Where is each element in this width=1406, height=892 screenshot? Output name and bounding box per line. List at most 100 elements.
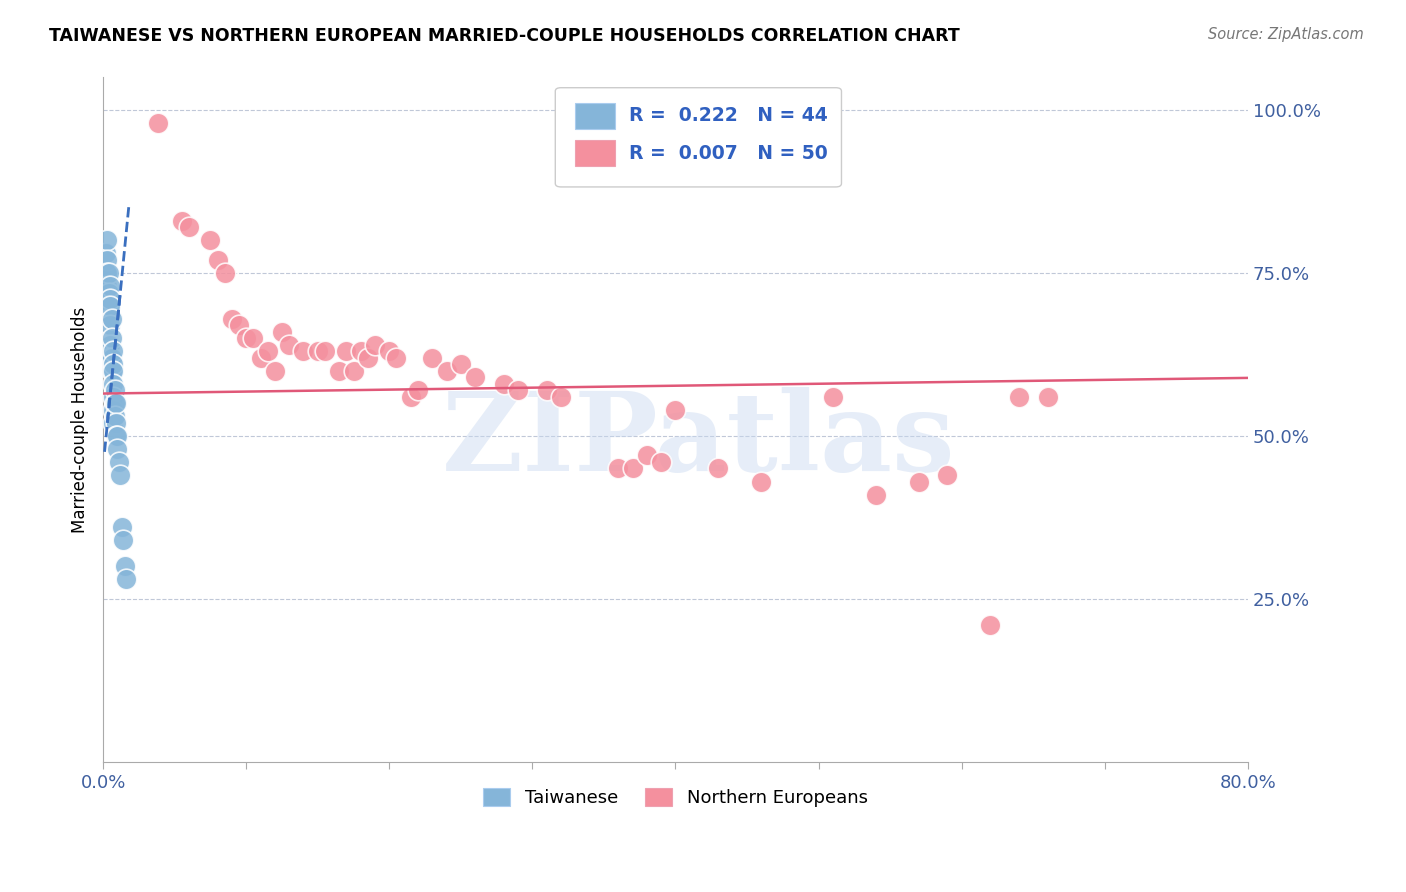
- Point: [249, 351, 271, 365]
- Point: [100, 351, 122, 365]
- Point: [664, 402, 686, 417]
- Point: [97, 285, 120, 300]
- Point: [292, 344, 315, 359]
- Point: [96, 311, 118, 326]
- Point: [101, 357, 124, 371]
- Point: [328, 364, 350, 378]
- Point: [101, 376, 124, 391]
- Point: [650, 455, 672, 469]
- Legend: Taiwanese, Northern Europeans: Taiwanese, Northern Europeans: [477, 780, 875, 814]
- Y-axis label: Married-couple Households: Married-couple Households: [72, 307, 89, 533]
- Point: [97, 266, 120, 280]
- Point: [607, 461, 630, 475]
- Point: [98, 292, 121, 306]
- Point: [96, 279, 118, 293]
- Point: [278, 337, 301, 351]
- Text: Source: ZipAtlas.com: Source: ZipAtlas.com: [1208, 27, 1364, 42]
- Point: [177, 220, 200, 235]
- Point: [98, 351, 121, 365]
- Point: [335, 344, 357, 359]
- Point: [1036, 390, 1059, 404]
- Point: [450, 357, 472, 371]
- Point: [103, 396, 125, 410]
- Point: [146, 116, 169, 130]
- Point: [271, 325, 294, 339]
- Point: [907, 475, 929, 489]
- Point: [107, 442, 129, 456]
- Point: [107, 429, 129, 443]
- Point: [200, 233, 222, 247]
- Point: [98, 318, 121, 332]
- FancyBboxPatch shape: [555, 87, 841, 187]
- Point: [101, 344, 124, 359]
- Text: TAIWANESE VS NORTHERN EUROPEAN MARRIED-COUPLE HOUSEHOLDS CORRELATION CHART: TAIWANESE VS NORTHERN EUROPEAN MARRIED-C…: [49, 27, 960, 45]
- Point: [256, 344, 278, 359]
- Point: [865, 487, 887, 501]
- Point: [242, 331, 264, 345]
- Point: [228, 318, 250, 332]
- Point: [170, 214, 193, 228]
- Point: [110, 468, 132, 483]
- Point: [105, 416, 128, 430]
- Point: [263, 364, 285, 378]
- Point: [536, 384, 558, 398]
- Point: [399, 390, 422, 404]
- Text: R =  0.222   N = 44: R = 0.222 N = 44: [628, 106, 827, 125]
- Point: [821, 390, 844, 404]
- Point: [492, 376, 515, 391]
- Text: ZIPatlas: ZIPatlas: [441, 386, 955, 493]
- Point: [96, 266, 118, 280]
- Point: [464, 370, 486, 384]
- Point: [221, 311, 243, 326]
- Point: [97, 299, 120, 313]
- Point: [342, 364, 364, 378]
- Point: [749, 475, 772, 489]
- Point: [96, 233, 118, 247]
- Point: [101, 390, 124, 404]
- Point: [378, 344, 401, 359]
- Point: [350, 344, 373, 359]
- Point: [111, 520, 134, 534]
- Point: [357, 351, 380, 365]
- Point: [636, 449, 658, 463]
- Point: [100, 311, 122, 326]
- Point: [94, 246, 117, 260]
- Point: [406, 384, 429, 398]
- Point: [94, 285, 117, 300]
- Point: [96, 299, 118, 313]
- Point: [108, 455, 131, 469]
- Text: R =  0.007   N = 50: R = 0.007 N = 50: [628, 144, 827, 163]
- Point: [112, 533, 135, 548]
- Bar: [575, 140, 614, 167]
- Point: [936, 468, 959, 483]
- Point: [98, 279, 121, 293]
- Point: [96, 252, 118, 267]
- Point: [506, 384, 529, 398]
- Point: [103, 384, 125, 398]
- Point: [1008, 390, 1031, 404]
- Point: [98, 299, 121, 313]
- Point: [98, 337, 121, 351]
- Point: [97, 311, 120, 326]
- Point: [214, 266, 236, 280]
- Point: [207, 252, 229, 267]
- Point: [621, 461, 644, 475]
- Point: [385, 351, 408, 365]
- Point: [101, 402, 124, 417]
- Point: [979, 618, 1001, 632]
- Point: [420, 351, 443, 365]
- Point: [364, 337, 387, 351]
- Point: [550, 390, 572, 404]
- Point: [105, 396, 128, 410]
- Point: [101, 364, 124, 378]
- Bar: [575, 103, 614, 128]
- Point: [707, 461, 730, 475]
- Point: [436, 364, 458, 378]
- Point: [103, 409, 125, 424]
- Point: [100, 331, 122, 345]
- Point: [314, 344, 336, 359]
- Point: [114, 559, 136, 574]
- Point: [94, 266, 117, 280]
- Point: [100, 364, 122, 378]
- Point: [115, 572, 138, 586]
